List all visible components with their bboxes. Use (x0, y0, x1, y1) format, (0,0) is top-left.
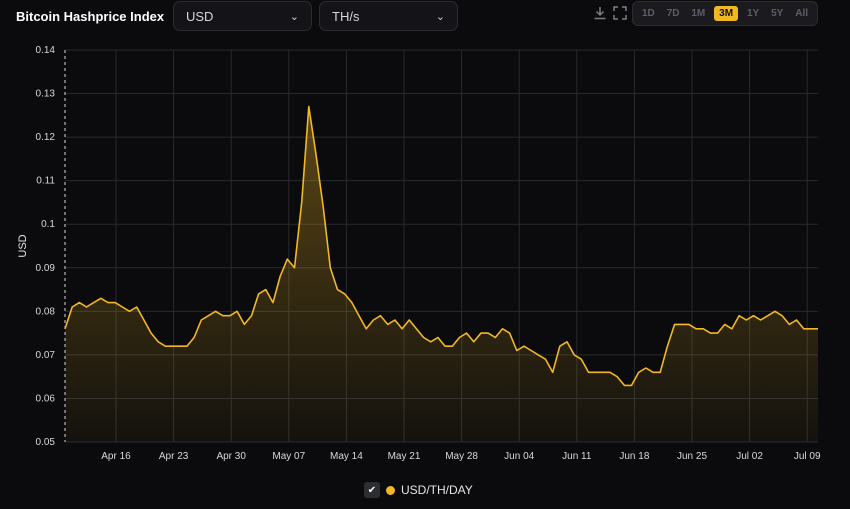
chevron-down-icon: ⌄ (289, 10, 299, 23)
x-tick-label: Jun 25 (677, 451, 707, 462)
x-tick-label: May 14 (330, 451, 363, 462)
range-button-1m[interactable]: 1M (691, 8, 706, 19)
unit-select[interactable]: TH/s ⌄ (319, 1, 458, 31)
x-tick-label: Jul 02 (736, 451, 763, 462)
series-area-fill (65, 106, 818, 442)
x-tick-label: Jul 09 (794, 451, 821, 462)
y-tick-label: 0.11 (36, 176, 55, 187)
x-tick-label: Jun 04 (504, 451, 534, 462)
y-axis-label: USD (17, 234, 29, 257)
y-tick-label: 0.14 (36, 45, 56, 56)
y-tick-label: 0.05 (36, 437, 56, 448)
fullscreen-icon[interactable] (613, 6, 627, 20)
series-line (64, 105, 818, 387)
range-button-1y[interactable]: 1Y (746, 8, 760, 19)
legend: ✔ USD/TH/DAY (364, 482, 473, 498)
legend-label[interactable]: USD/TH/DAY (401, 483, 473, 497)
range-button-5y[interactable]: 5Y (771, 8, 784, 19)
x-tick-label: Apr 23 (159, 451, 189, 462)
x-tick-label: Jun 11 (562, 451, 592, 462)
currency-select-value: USD (186, 8, 214, 24)
y-tick-label: 0.13 (36, 89, 56, 100)
x-tick-label: May 07 (272, 451, 305, 462)
unit-select-value: TH/s (332, 8, 360, 24)
currency-select[interactable]: USD ⌄ (173, 1, 312, 31)
x-tick-label: May 28 (445, 451, 478, 462)
range-button-3m[interactable]: 3M (714, 6, 739, 21)
legend-series-dot (386, 485, 395, 495)
chevron-down-icon: ⌄ (435, 10, 445, 23)
y-tick-label: 0.12 (36, 132, 56, 143)
y-tick-label: 0.07 (36, 350, 56, 361)
y-tick-label: 0.08 (36, 306, 56, 317)
y-tick-label: 0.06 (36, 393, 56, 404)
legend-checkbox[interactable]: ✔ (364, 482, 380, 498)
range-button-all[interactable]: All (795, 8, 808, 19)
range-button-7d[interactable]: 7D (666, 8, 680, 19)
y-tick-label: 0.09 (36, 263, 56, 274)
y-tick-label: 0.1 (41, 219, 55, 230)
x-tick-label: Jun 18 (619, 451, 649, 462)
download-icon[interactable] (593, 6, 607, 20)
range-selector: 1D 7D 1M 3M 1Y 5Y All (632, 1, 818, 26)
x-tick-label: May 21 (388, 451, 421, 462)
x-tick-label: Apr 16 (101, 451, 131, 462)
page-title: Bitcoin Hashprice Index (16, 9, 165, 24)
range-button-1d[interactable]: 1D (642, 8, 655, 19)
x-tick-label: Apr 30 (216, 451, 246, 462)
